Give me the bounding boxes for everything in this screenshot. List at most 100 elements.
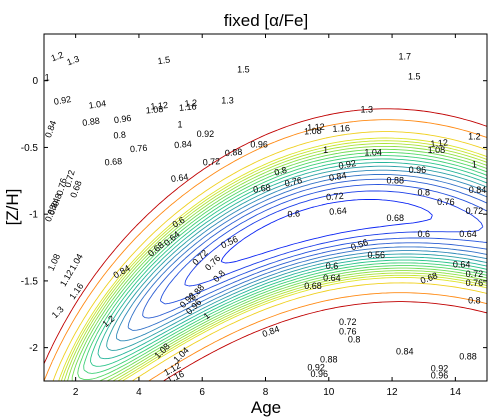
contour-label: 1.2 <box>50 50 65 64</box>
contour-label: 0.64 <box>453 260 471 270</box>
contour-label: 0.68 <box>304 281 322 291</box>
contour-label: 0.72 <box>202 156 220 167</box>
x-tick-label: 12 <box>387 387 399 398</box>
contour-label: 1.5 <box>408 71 421 81</box>
y-tick-label: -1 <box>29 210 38 221</box>
contour-line-1-16 <box>60 140 487 381</box>
x-tick-label: 6 <box>199 387 205 398</box>
contour-label: 1.5 <box>237 65 250 75</box>
contour-label: 0.76 <box>339 326 357 336</box>
contour-line-1-08 <box>67 145 487 381</box>
contour-label: 0.8 <box>417 187 430 197</box>
contour-label: 0.72 <box>62 169 76 189</box>
contour-label: 0.88 <box>82 116 101 128</box>
contour-line-0-68 <box>159 184 487 305</box>
contour-label: 1.16 <box>179 101 197 112</box>
contour-line-0-72 <box>142 178 487 319</box>
y-tick-label: 0 <box>32 76 38 87</box>
contour-line-0-92 <box>90 158 487 367</box>
contour-label: 1.3 <box>221 95 234 105</box>
y-tick-label: -0.5 <box>21 143 39 154</box>
contour-label: 0.76 <box>129 143 147 154</box>
contour-line-0-76 <box>127 174 487 331</box>
y-axis-label: [Z/H] <box>3 189 22 226</box>
contour-label: 0.92 <box>53 94 72 107</box>
contour-label: 0.88 <box>320 354 338 364</box>
contour-label: 1.04 <box>88 98 107 110</box>
y-tick-label: -2 <box>29 343 38 354</box>
contour-line-0-84 <box>106 165 487 351</box>
contour-label: 0.92 <box>431 364 449 374</box>
contour-label: 0.72 <box>326 191 344 202</box>
contour-line-0-8 <box>116 169 487 342</box>
contour-label: 0.68 <box>253 182 272 194</box>
contour-line-1-2 <box>58 137 487 381</box>
contour-line-1 <box>77 151 487 381</box>
x-axis-label: Age <box>251 398 281 417</box>
contour-label: 0.76 <box>466 278 484 288</box>
contour-label: 0.68 <box>386 213 404 223</box>
contour-label: 1.7 <box>398 51 411 61</box>
chart-title: fixed [α/Fe] <box>224 11 308 30</box>
contour-label: 0.76 <box>284 175 303 188</box>
contour-label: 1.12 <box>430 137 448 148</box>
x-tick-label: 4 <box>136 387 142 398</box>
contour-label: 0.84 <box>261 324 281 339</box>
contour-label: 0.92 <box>307 362 325 372</box>
contour-label: 0.84 <box>43 119 58 139</box>
contour-label: 0.6 <box>417 229 430 239</box>
contour-label: 0.68 <box>104 156 122 167</box>
contour-line-0-64 <box>184 190 484 287</box>
contour-line-0-6 <box>220 199 433 264</box>
contour-label: 0.88 <box>224 147 242 158</box>
contour-label: 0.96 <box>431 370 449 380</box>
plot-area: 1.2 1.311.5 1.71.51.50.92 1.04 1.081.12 1.161… <box>43 50 487 381</box>
contour-line-1-5 <box>44 119 487 381</box>
contour-line-1-7 <box>44 108 487 381</box>
contour-label: 0.72 <box>466 269 484 279</box>
contour-label: 1.3 <box>50 304 66 320</box>
contour-label: 0.84 <box>469 185 487 195</box>
contour-label: 1 <box>201 311 211 322</box>
contour-label: 0.84 <box>396 346 414 356</box>
contour-label: 0.96 <box>113 113 132 125</box>
contour-label: 1.5 <box>157 55 171 67</box>
contour-label: 1.3 <box>360 105 373 115</box>
contour-label: 1.16 <box>332 123 350 134</box>
contour-line-1-3 <box>52 131 487 381</box>
contour-label: 0.64 <box>329 205 347 216</box>
contour-label: 1.08 <box>46 252 62 272</box>
contour-label: 0.8 <box>273 165 288 178</box>
contour-label: 1 <box>45 73 50 83</box>
contour-label: 0.84 <box>174 139 192 150</box>
x-tick-label: 2 <box>73 387 79 398</box>
contour-label: 1.12 <box>307 122 325 133</box>
contour-label: 1 <box>472 159 477 169</box>
x-tick-label: 10 <box>323 387 335 398</box>
contour-label: 1 <box>178 119 183 129</box>
contour-label: 0.88 <box>459 352 477 362</box>
contour-label: 1 <box>323 145 328 155</box>
contour-lines <box>44 108 487 381</box>
contour-label: 0.8 <box>468 296 481 306</box>
contour-label: 1.2 <box>184 98 197 109</box>
contour-label: 1.3 <box>65 54 80 68</box>
contour-label: 0.64 <box>323 273 341 283</box>
y-tick-label: -1.5 <box>21 276 39 287</box>
contour-label: 0.56 <box>219 234 239 250</box>
contour-line-0-88 <box>97 162 487 360</box>
contour-label: 0.68 <box>419 270 439 285</box>
contour-label: 0.8 <box>50 192 64 207</box>
contour-label: 0.84 <box>328 170 347 183</box>
contour-label: 1.08 <box>428 145 446 155</box>
contour-label: 0.6 <box>287 208 300 219</box>
contour-line-0-96 <box>83 155 487 374</box>
contour-label: 0.96 <box>409 165 427 175</box>
contour-label: 1.2 <box>101 313 117 329</box>
contour-label: 0.92 <box>338 158 357 171</box>
contour-label: 0.8 <box>348 334 361 344</box>
contour-label: 1.04 <box>67 252 84 272</box>
contour-label: 0.8 <box>113 130 126 141</box>
contour-label: 0.56 <box>367 250 385 260</box>
